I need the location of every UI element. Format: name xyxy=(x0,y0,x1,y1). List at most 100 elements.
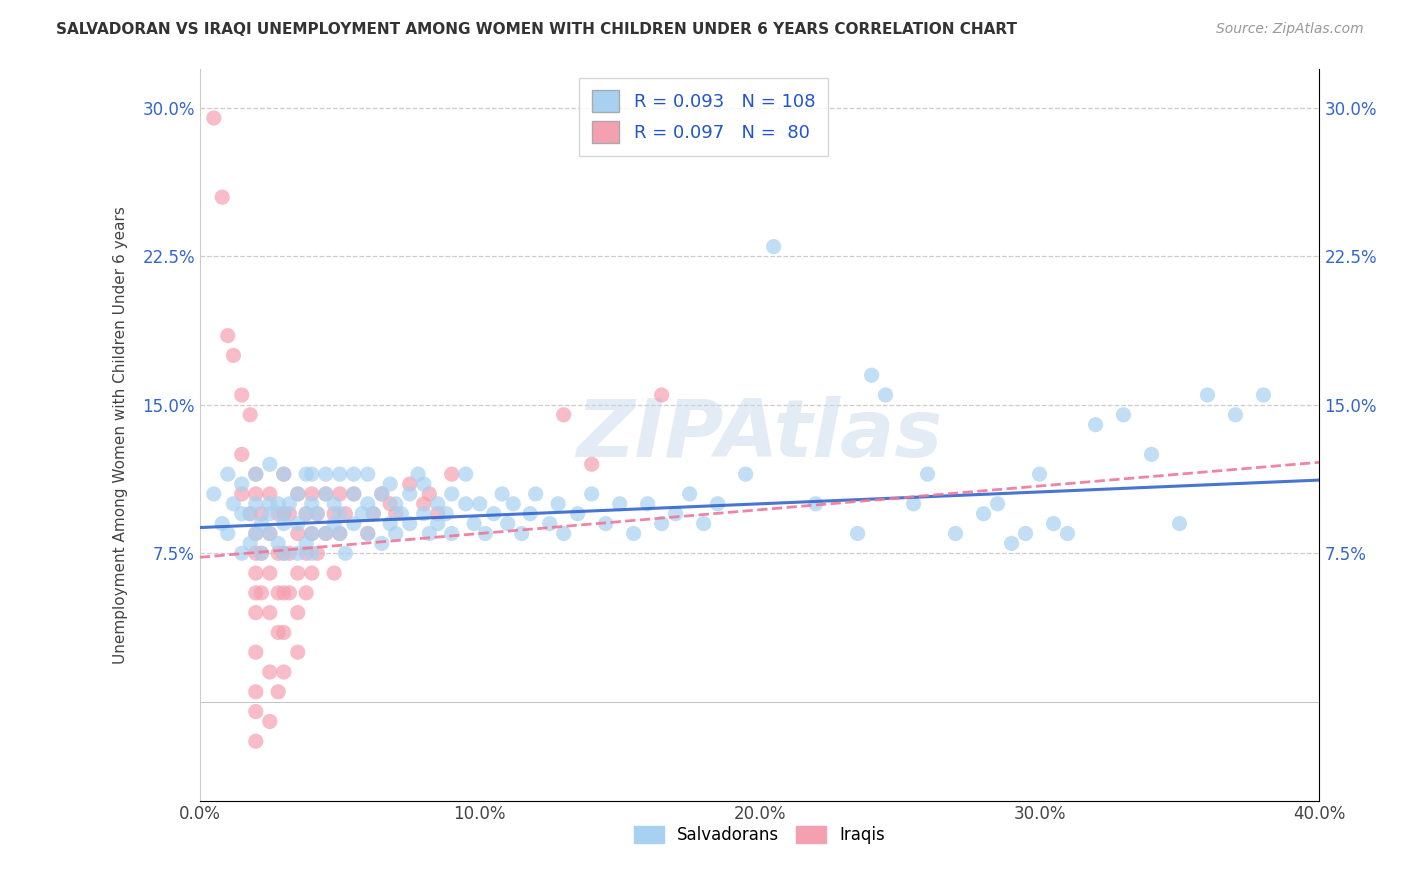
Point xyxy=(295,546,318,560)
Point xyxy=(329,526,352,541)
Point xyxy=(273,546,295,560)
Point xyxy=(273,625,295,640)
Point xyxy=(538,516,561,531)
Point xyxy=(259,487,281,501)
Point xyxy=(259,497,281,511)
Point xyxy=(491,487,513,501)
Point xyxy=(278,586,301,600)
Point xyxy=(986,497,1008,511)
Point xyxy=(384,497,406,511)
Point xyxy=(245,546,267,560)
Point xyxy=(384,507,406,521)
Point xyxy=(363,507,385,521)
Point xyxy=(239,507,262,521)
Point xyxy=(239,507,262,521)
Point xyxy=(245,685,267,699)
Point xyxy=(323,566,346,580)
Y-axis label: Unemployment Among Women with Children Under 6 years: Unemployment Among Women with Children U… xyxy=(114,206,128,664)
Point xyxy=(245,487,267,501)
Point xyxy=(357,526,380,541)
Point xyxy=(239,536,262,550)
Point xyxy=(378,477,401,491)
Point xyxy=(245,705,267,719)
Point xyxy=(295,507,318,521)
Point xyxy=(1140,447,1163,461)
Point xyxy=(295,467,318,482)
Point xyxy=(371,487,394,501)
Point xyxy=(301,566,323,580)
Point xyxy=(945,526,967,541)
Point xyxy=(651,388,673,402)
Point xyxy=(301,487,323,501)
Point xyxy=(245,566,267,580)
Point xyxy=(273,467,295,482)
Point xyxy=(267,625,290,640)
Point xyxy=(323,507,346,521)
Point xyxy=(426,497,449,511)
Point xyxy=(502,497,524,511)
Point xyxy=(245,497,267,511)
Point xyxy=(295,507,318,521)
Point xyxy=(245,586,267,600)
Point xyxy=(211,516,233,531)
Point xyxy=(426,516,449,531)
Point xyxy=(301,497,323,511)
Point xyxy=(903,497,925,511)
Point xyxy=(1253,388,1275,402)
Point xyxy=(287,516,309,531)
Point xyxy=(440,487,463,501)
Point xyxy=(273,586,295,600)
Point xyxy=(426,507,449,521)
Point xyxy=(315,526,337,541)
Point xyxy=(231,477,253,491)
Point xyxy=(378,516,401,531)
Point xyxy=(973,507,995,521)
Point xyxy=(762,239,785,253)
Point xyxy=(343,467,366,482)
Point xyxy=(202,487,225,501)
Point xyxy=(434,507,457,521)
Point xyxy=(547,497,569,511)
Point xyxy=(623,526,645,541)
Point xyxy=(273,507,295,521)
Point xyxy=(287,487,309,501)
Point xyxy=(250,507,273,521)
Point xyxy=(287,645,309,659)
Point xyxy=(315,487,337,501)
Point xyxy=(1056,526,1078,541)
Point xyxy=(692,516,714,531)
Point xyxy=(273,665,295,679)
Point xyxy=(418,526,440,541)
Point xyxy=(553,526,575,541)
Point xyxy=(273,546,295,560)
Point xyxy=(245,645,267,659)
Point xyxy=(222,497,245,511)
Point xyxy=(217,526,239,541)
Point xyxy=(1168,516,1191,531)
Point xyxy=(440,467,463,482)
Point xyxy=(343,516,366,531)
Point xyxy=(231,546,253,560)
Point xyxy=(363,507,385,521)
Point xyxy=(245,734,267,748)
Point xyxy=(524,487,547,501)
Legend: R = 0.093   N = 108, R = 0.097   N =  80: R = 0.093 N = 108, R = 0.097 N = 80 xyxy=(579,78,828,156)
Point xyxy=(329,526,352,541)
Point xyxy=(1042,516,1064,531)
Point xyxy=(267,497,290,511)
Point xyxy=(398,487,420,501)
Point xyxy=(259,526,281,541)
Point xyxy=(398,516,420,531)
Point xyxy=(474,526,496,541)
Point xyxy=(315,526,337,541)
Point xyxy=(665,507,688,521)
Point xyxy=(335,546,357,560)
Point xyxy=(734,467,756,482)
Point xyxy=(323,497,346,511)
Point xyxy=(273,507,295,521)
Text: ZIPAtlas: ZIPAtlas xyxy=(576,395,943,474)
Point xyxy=(301,467,323,482)
Point xyxy=(804,497,827,511)
Point xyxy=(917,467,939,482)
Point xyxy=(273,467,295,482)
